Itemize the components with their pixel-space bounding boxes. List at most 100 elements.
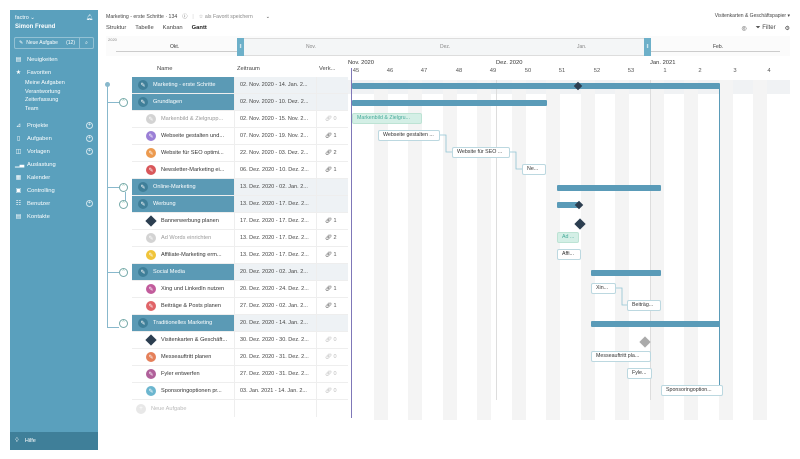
- overview-window[interactable]: [238, 38, 647, 56]
- gantt-bar-social-media[interactable]: [591, 270, 661, 276]
- links-cell[interactable]: 🔗︎ 0: [316, 332, 348, 348]
- new-task-row[interactable]: + Neue Aufgabe: [132, 400, 348, 417]
- sidebar-item-vorlagen[interactable]: ◫ Vorlagen +: [10, 145, 98, 158]
- chevron-down-icon[interactable]: ⌄: [265, 13, 271, 20]
- milestone-icon[interactable]: [145, 215, 157, 227]
- table-row[interactable]: ✎ Messeauftritt planen 20. Dez. 2020 - 31…: [132, 349, 348, 366]
- filter-button[interactable]: ⏷ Filter: [755, 25, 776, 31]
- edit-icon[interactable]: ✎: [146, 233, 156, 243]
- links-cell[interactable]: 🔗︎ 1: [316, 247, 348, 263]
- gantt-task-markenbild[interactable]: Markenbild & Zielgru...: [352, 113, 422, 124]
- edit-icon[interactable]: ✎: [138, 97, 148, 107]
- sidebar-item-benutzer[interactable]: ☷ Benutzer +: [10, 197, 98, 210]
- table-row[interactable]: ✎ Newsletter-Marketing ei... 06. Dez. 202…: [132, 162, 348, 179]
- links-cell[interactable]: 🔗︎ 2: [316, 230, 348, 246]
- gantt-task-adwords[interactable]: Ad ...: [557, 232, 579, 243]
- gear-icon[interactable]: ⚙: [784, 26, 790, 32]
- gantt-bar-grundlagen[interactable]: [352, 100, 547, 106]
- edit-icon[interactable]: ✎: [146, 352, 156, 362]
- table-row[interactable]: ✎ Beiträge & Posts planen 27. Dez. 2020 -…: [132, 298, 348, 315]
- edit-icon[interactable]: ✎: [146, 386, 156, 396]
- links-cell[interactable]: 🔗︎ 0: [316, 366, 348, 382]
- collapse-toggle[interactable]: ⌃: [119, 268, 128, 277]
- links-cell[interactable]: 🔗︎ 0: [316, 111, 348, 127]
- overview-handle-right[interactable]: ‖: [644, 38, 651, 56]
- table-row[interactable]: ✎ Traditionelles Marketing 20. Dez. 2020 …: [132, 315, 348, 332]
- sidebar-item-aufgaben[interactable]: ▯ Aufgaben +: [10, 132, 98, 145]
- table-row[interactable]: ✎ Affiliate-Marketing erm... 13. Dez. 202…: [132, 247, 348, 264]
- tab-gantt[interactable]: Gantt: [191, 25, 207, 31]
- table-row[interactable]: Visitenkarten & Geschäft... 30. Dez. 202…: [132, 332, 348, 349]
- gantt-task-beitraege[interactable]: Beiträg...: [627, 300, 661, 311]
- table-row[interactable]: ✎ Webseite gestalten und... 07. Nov. 2020…: [132, 128, 348, 145]
- sidebar-item-neuigkeiten[interactable]: ▤ Neuigkeiten: [15, 56, 58, 64]
- gantt-task-webseite[interactable]: Webseite gestalten ...: [378, 130, 440, 141]
- tab-kanban[interactable]: Kanban: [162, 25, 183, 31]
- edit-icon[interactable]: ✎: [146, 148, 156, 158]
- gantt-task-sponsoring[interactable]: Sponsoringoption...: [661, 385, 723, 396]
- links-cell[interactable]: 🔗︎ 1: [316, 213, 348, 229]
- gantt-task-messeauftritt[interactable]: Messeauftritt pla...: [591, 351, 651, 362]
- table-row[interactable]: ✎ Fyler entwerfen 27. Dez. 2020 - 31. Dez…: [132, 366, 348, 383]
- new-task-button[interactable]: ✎ Neue Aufgabe (12): [19, 40, 75, 46]
- milestone-icon[interactable]: [145, 334, 157, 346]
- table-row[interactable]: ✎ Ad Words einrichten 13. Dez. 2020 - 17.…: [132, 230, 348, 247]
- sidebar-item-projekte[interactable]: ⊿ Projekte +: [10, 119, 98, 132]
- add-task-icon[interactable]: +: [86, 135, 93, 142]
- collapse-toggle[interactable]: ⌃: [119, 183, 128, 192]
- column-links[interactable]: Verk...: [319, 66, 336, 72]
- links-cell[interactable]: 🔗︎ 2: [316, 145, 348, 161]
- sidebar-item-auslastung[interactable]: ▁▃ Auslastung: [15, 161, 56, 169]
- add-user-icon[interactable]: +: [86, 200, 93, 207]
- project-title[interactable]: Marketing - erste Schritte · 134: [106, 13, 178, 20]
- links-cell[interactable]: 🔗︎ 0: [316, 349, 348, 365]
- help-button[interactable]: 💡︎ Hilfe: [10, 432, 98, 450]
- table-row[interactable]: ✎ Werbung 13. Dez. 2020 - 17. Dez. 2...: [132, 196, 348, 213]
- table-row[interactable]: ✎ Online-Marketing 13. Dez. 2020 - 02. Ja…: [132, 179, 348, 196]
- favorite-zeiterfassung[interactable]: Zeiterfassung: [25, 97, 59, 103]
- edit-icon[interactable]: ✎: [146, 165, 156, 175]
- gantt-bar-online-marketing[interactable]: [557, 185, 661, 191]
- edit-icon[interactable]: ✎: [138, 182, 148, 192]
- edit-icon[interactable]: ✎: [146, 301, 156, 311]
- edit-icon[interactable]: ✎: [146, 114, 156, 124]
- links-cell[interactable]: 🔗︎ 1: [316, 281, 348, 297]
- table-row[interactable]: ✎ Website für SEO optimi... 22. Nov. 2020…: [132, 145, 348, 162]
- add-template-icon[interactable]: +: [86, 148, 93, 155]
- table-row[interactable]: ✎ Xing und LinkedIn nutzen 20. Dez. 2020 …: [132, 281, 348, 298]
- favorite-toggle[interactable]: ☆ als Favorit speichern: [198, 13, 253, 20]
- bell-icon[interactable]: 🔔︎: [86, 15, 93, 21]
- gantt-task-seo[interactable]: Website für SEO ...: [452, 147, 510, 158]
- tab-struktur[interactable]: Struktur: [106, 25, 127, 31]
- links-cell[interactable]: 🔗︎ 1: [316, 162, 348, 178]
- settings-circle-icon[interactable]: ◎: [741, 26, 747, 32]
- project-select[interactable]: Visitenkarten & Geschäftspapier ▾: [714, 13, 790, 19]
- edit-icon[interactable]: ✎: [138, 199, 148, 209]
- links-cell[interactable]: 🔗︎ 1: [316, 298, 348, 314]
- table-row[interactable]: ✎ Markenbild & Zielgrupp... 02. Nov. 2020…: [132, 111, 348, 128]
- favorite-team[interactable]: Team: [25, 105, 39, 112]
- collapse-toggle[interactable]: ⌃: [119, 200, 128, 209]
- tab-tabelle[interactable]: Tabelle: [135, 25, 154, 31]
- gantt-task-newsletter[interactable]: Ne...: [522, 164, 546, 175]
- links-cell[interactable]: 🔗︎ 0: [316, 383, 348, 399]
- sidebar-item-controlling[interactable]: ▣ Controlling: [15, 187, 55, 195]
- column-period[interactable]: Zeitraum: [237, 66, 260, 72]
- edit-icon[interactable]: ✎: [138, 80, 148, 90]
- gantt-task-flyer[interactable]: Fyle...: [627, 368, 652, 379]
- favorite-verantwortung[interactable]: Verantwortung: [25, 88, 61, 95]
- gantt-task-xing[interactable]: Xin...: [591, 283, 616, 294]
- gantt-bar-traditionelles-marketing[interactable]: [591, 321, 720, 327]
- org-switcher[interactable]: factro ⌄: [15, 15, 35, 21]
- edit-icon[interactable]: ✎: [146, 131, 156, 141]
- table-row[interactable]: ✎ Marketing - erste Schritte 02. Nov. 202…: [132, 77, 348, 94]
- column-name[interactable]: Name: [157, 66, 173, 72]
- edit-icon[interactable]: ✎: [138, 318, 148, 328]
- table-row[interactable]: ✎ Grundlagen 02. Nov. 2020 - 10. Dez. 2..…: [132, 94, 348, 111]
- gantt-bar-werbung[interactable]: [557, 202, 579, 208]
- collapse-toggle[interactable]: ⌃: [119, 98, 128, 107]
- sidebar-item-kalender[interactable]: ▦ Kalender: [15, 174, 51, 182]
- edit-icon[interactable]: ✎: [146, 250, 156, 260]
- info-icon[interactable]: ⓘ: [182, 14, 188, 20]
- edit-icon[interactable]: ✎: [146, 284, 156, 294]
